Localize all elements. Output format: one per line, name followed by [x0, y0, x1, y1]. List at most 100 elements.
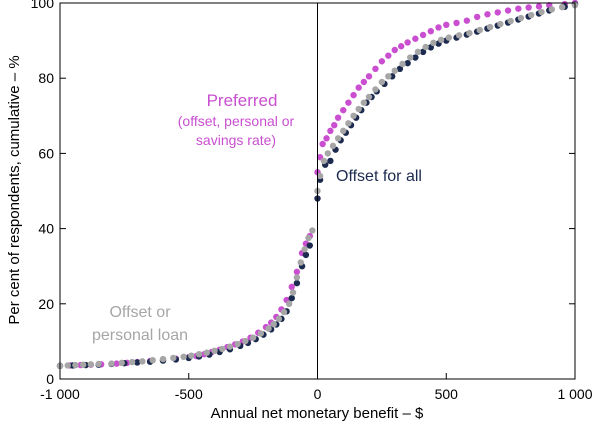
- data-point-offset-or-personal-loan: [486, 23, 494, 31]
- data-point-offset-or-personal-loan: [242, 337, 249, 345]
- y-tick-label: 100: [31, 0, 55, 11]
- data-point-offset-for-all: [412, 54, 419, 61]
- data-point-offset-or-personal-loan: [497, 20, 504, 28]
- data-point-offset-or-personal-loan: [257, 330, 265, 337]
- data-point-offset-or-personal-loan: [430, 39, 437, 47]
- data-point-offset-or-personal-loan: [118, 359, 126, 367]
- data-point-offset-or-personal-loan: [293, 274, 301, 281]
- data-point-offset-or-personal-loan: [249, 334, 257, 341]
- data-point-offset-or-personal-loan: [226, 343, 234, 350]
- data-point-preferred: [293, 268, 301, 276]
- data-point-offset-or-personal-loan: [309, 227, 316, 234]
- data-point-offset-for-all: [302, 251, 310, 259]
- data-point-offset-or-personal-loan: [445, 34, 453, 41]
- data-point-offset-for-all: [293, 279, 301, 287]
- data-point-offset-or-personal-loan: [548, 6, 556, 13]
- data-point-preferred: [350, 91, 357, 99]
- data-point-preferred: [484, 11, 491, 18]
- data-point-preferred: [288, 283, 295, 291]
- y-tick-label: 20: [38, 296, 54, 312]
- data-point-offset-or-personal-loan: [139, 358, 146, 365]
- axis-tick-labels: -1 000 -500 0 500 1 000 0 20 40 60 80 100: [31, 0, 593, 402]
- data-point-preferred: [419, 31, 427, 39]
- x-tick-label: 0: [314, 386, 322, 402]
- data-point-offset-or-personal-loan: [538, 8, 545, 16]
- data-point-offset-or-personal-loan: [285, 300, 293, 307]
- data-point-preferred: [385, 52, 392, 59]
- series-label-preferred-line-3: savings rate): [196, 132, 276, 148]
- x-tick-label: 500: [435, 386, 459, 402]
- data-point-preferred: [113, 360, 120, 367]
- y-tick-label: 0: [46, 371, 54, 387]
- data-point-preferred: [412, 35, 419, 42]
- data-point-offset-or-personal-loan: [476, 26, 483, 34]
- y-axis-title: Per cent of respondents, cumulative – %: [6, 55, 23, 324]
- data-point-offset-or-personal-loan: [329, 142, 337, 150]
- data-point-preferred: [535, 3, 543, 10]
- data-point-offset-or-personal-loan: [203, 349, 210, 356]
- data-point-offset-or-personal-loan: [340, 127, 347, 135]
- y-tick-label: 80: [38, 70, 54, 86]
- data-point-offset-or-personal-loan: [455, 32, 463, 39]
- data-point-offset-for-all: [396, 65, 404, 73]
- data-point-offset-or-personal-loan: [378, 78, 386, 86]
- data-point-offset-or-personal-loan: [558, 3, 566, 11]
- data-point-preferred: [515, 5, 522, 12]
- x-tick-label: 1 000: [557, 386, 592, 402]
- data-point-offset-for-all: [134, 359, 141, 366]
- data-point-offset-or-personal-loan: [437, 36, 445, 44]
- y-tick-label: 40: [38, 221, 54, 237]
- data-point-offset-or-personal-loan: [466, 29, 473, 37]
- data-point-offset-or-personal-loan: [372, 86, 379, 93]
- data-point-preferred: [463, 17, 471, 24]
- series-label-preferred-line-2: (offset, personal or: [178, 113, 295, 129]
- data-point-offset-or-personal-loan: [280, 308, 288, 316]
- data-point-offset-or-personal-loan: [517, 14, 525, 22]
- x-tick-label: -1 000: [40, 386, 80, 402]
- data-point-offset-or-personal-loan: [305, 234, 312, 242]
- data-points: [56, 0, 579, 370]
- data-point-offset-or-personal-loan: [195, 350, 203, 358]
- data-point-preferred: [473, 13, 481, 21]
- data-point-offset-or-personal-loan: [170, 354, 177, 362]
- series-label-preferred-line-1: Preferred: [207, 91, 278, 110]
- data-point-preferred: [427, 28, 434, 35]
- data-point-offset-or-personal-loan: [355, 105, 362, 113]
- data-point-preferred: [443, 21, 450, 29]
- data-point-offset-or-personal-loan: [301, 246, 308, 253]
- series-label-preferred: Preferred (offset, personal or savings r…: [178, 91, 295, 148]
- data-point-offset-or-personal-loan: [159, 355, 167, 363]
- data-point-offset-or-personal-loan: [64, 362, 71, 369]
- data-point-offset-or-personal-loan: [316, 172, 324, 180]
- data-point-offset-or-personal-loan: [324, 150, 331, 157]
- data-point-preferred: [525, 4, 532, 11]
- series-label-offset-or-personal-loan: Offset or personal loan: [92, 304, 188, 344]
- series-label-offset-for-all: Offset for all: [336, 168, 422, 185]
- data-point-offset-or-personal-loan: [385, 73, 392, 80]
- data-point-offset-or-personal-loan: [365, 93, 373, 101]
- data-point-offset-or-personal-loan: [422, 43, 429, 51]
- data-point-preferred: [319, 140, 326, 148]
- data-point-preferred: [331, 122, 338, 129]
- data-point-preferred: [404, 39, 411, 46]
- data-point-preferred: [378, 58, 386, 65]
- data-point-preferred: [355, 84, 362, 91]
- x-tick-label: -500: [175, 386, 203, 402]
- data-point-preferred: [340, 106, 347, 114]
- series-offset-or-personal-loan: [56, 2, 579, 370]
- data-point-preferred: [345, 99, 352, 106]
- data-point-offset-or-personal-loan: [72, 361, 79, 369]
- data-point-offset-for-all: [306, 242, 313, 249]
- data-point-preferred: [372, 65, 379, 73]
- data-point-preferred: [365, 73, 373, 80]
- data-point-preferred: [435, 24, 442, 31]
- data-point-preferred: [397, 43, 405, 50]
- data-point-preferred: [334, 114, 342, 121]
- data-point-offset-or-personal-loan: [350, 112, 357, 120]
- data-point-offset-or-personal-loan: [149, 357, 156, 364]
- data-point-offset-or-personal-loan: [334, 135, 342, 142]
- data-point-offset-or-personal-loan: [188, 352, 195, 359]
- series-label-offset-or-personal-loan-line-2: personal loan: [92, 327, 188, 344]
- data-point-offset-or-personal-loan: [297, 259, 304, 266]
